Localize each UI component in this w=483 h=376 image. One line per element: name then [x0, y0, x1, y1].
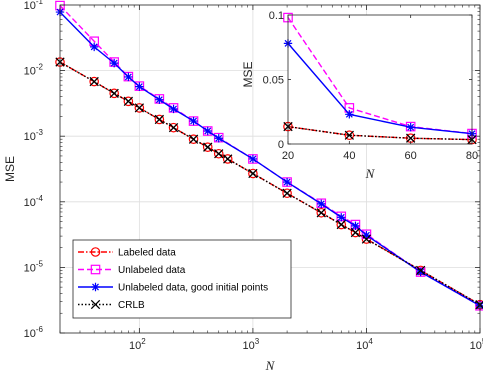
data-point — [316, 207, 327, 218]
inset-y-tick-label: 0.05 — [263, 75, 284, 87]
data-point — [188, 134, 199, 144]
inset-background — [288, 15, 472, 144]
legend-entry: CRLB — [78, 299, 145, 311]
data-point — [154, 114, 165, 125]
legend-label: Unlabeled data — [118, 265, 186, 276]
data-point — [123, 96, 134, 107]
inset-data-point — [406, 133, 416, 143]
data-point — [89, 42, 99, 52]
data-point — [222, 154, 233, 164]
data-point — [124, 72, 133, 82]
data-point — [168, 122, 179, 133]
legend-label: Unlabeled data, good initial points — [118, 283, 268, 294]
data-point — [350, 227, 361, 238]
data-point — [155, 95, 164, 104]
data-point — [282, 188, 292, 198]
inset-x-tick-label: 60 — [405, 150, 417, 162]
data-point — [337, 213, 346, 222]
minor-ticks — [59, 5, 480, 333]
data-point — [248, 168, 258, 179]
legend-marker — [90, 299, 101, 310]
data-point — [248, 154, 258, 164]
data-point — [416, 267, 425, 277]
inset-x-tick-label: 80 — [466, 150, 478, 162]
legend-entry: Labeled data — [78, 247, 176, 259]
x-axis-label: N — [265, 358, 276, 373]
data-point — [134, 103, 145, 113]
data-point — [89, 76, 99, 87]
series-2 — [55, 7, 483, 310]
legend-entry: Unlabeled data, good initial points — [78, 283, 268, 294]
data-point — [214, 149, 224, 159]
data-point — [415, 265, 426, 276]
inset-y-tick-label: 0.1 — [269, 10, 284, 22]
inset-series-line — [287, 42, 473, 135]
legend: Labeled data Unlabeled data Unlabeled data… — [72, 239, 292, 319]
data-point — [203, 126, 212, 136]
data-point — [282, 177, 292, 187]
data-point — [189, 116, 198, 126]
data-point — [317, 199, 326, 209]
inset-data-point — [344, 130, 354, 140]
data-point — [89, 76, 99, 87]
inset-series-line — [287, 125, 473, 141]
legend-marker — [90, 264, 101, 275]
inset-x-tick-label: 20 — [282, 150, 294, 162]
legend-marker — [90, 247, 101, 257]
data-point — [188, 134, 199, 145]
data-point — [123, 96, 134, 106]
inset-series-line — [287, 17, 473, 135]
legend-box — [72, 239, 292, 319]
x-tick-label: 105 — [470, 337, 483, 352]
inset-y-axis-label: MSE — [241, 61, 255, 87]
data-point — [282, 188, 292, 199]
data-point — [361, 234, 372, 244]
data-point — [168, 122, 179, 133]
data-point — [202, 142, 213, 152]
inset-plot: 20 40 60 80 0 0.05 0.1 N MSE — [241, 10, 478, 181]
inset-data-point — [345, 110, 354, 119]
legend-entry: Unlabeled data — [78, 264, 186, 276]
data-point — [351, 221, 360, 231]
data-point — [362, 230, 371, 240]
data-point — [109, 58, 119, 68]
y-axis-label: MSE — [3, 156, 17, 182]
data-point — [214, 134, 223, 143]
legend-label: Labeled data — [118, 248, 176, 259]
data-point — [248, 168, 258, 179]
data-point — [169, 104, 178, 114]
data-point — [135, 82, 144, 91]
legend-marker — [91, 282, 100, 292]
data-point — [109, 88, 119, 99]
inset-data-point — [344, 130, 355, 141]
data-point — [316, 208, 326, 218]
inset-x-tick-label: 40 — [343, 150, 355, 162]
inset-y-tick-label: 0 — [278, 139, 284, 151]
inset-x-axis-label: N — [365, 166, 376, 181]
data-point — [134, 103, 145, 113]
data-point — [154, 114, 165, 125]
data-point — [213, 148, 224, 159]
data-point — [223, 154, 233, 164]
data-point — [109, 88, 119, 99]
legend-label: CRLB — [118, 300, 145, 311]
data-point — [203, 142, 213, 152]
inset-data-point — [406, 123, 415, 132]
axes-box — [59, 4, 481, 334]
data-point — [336, 219, 346, 230]
